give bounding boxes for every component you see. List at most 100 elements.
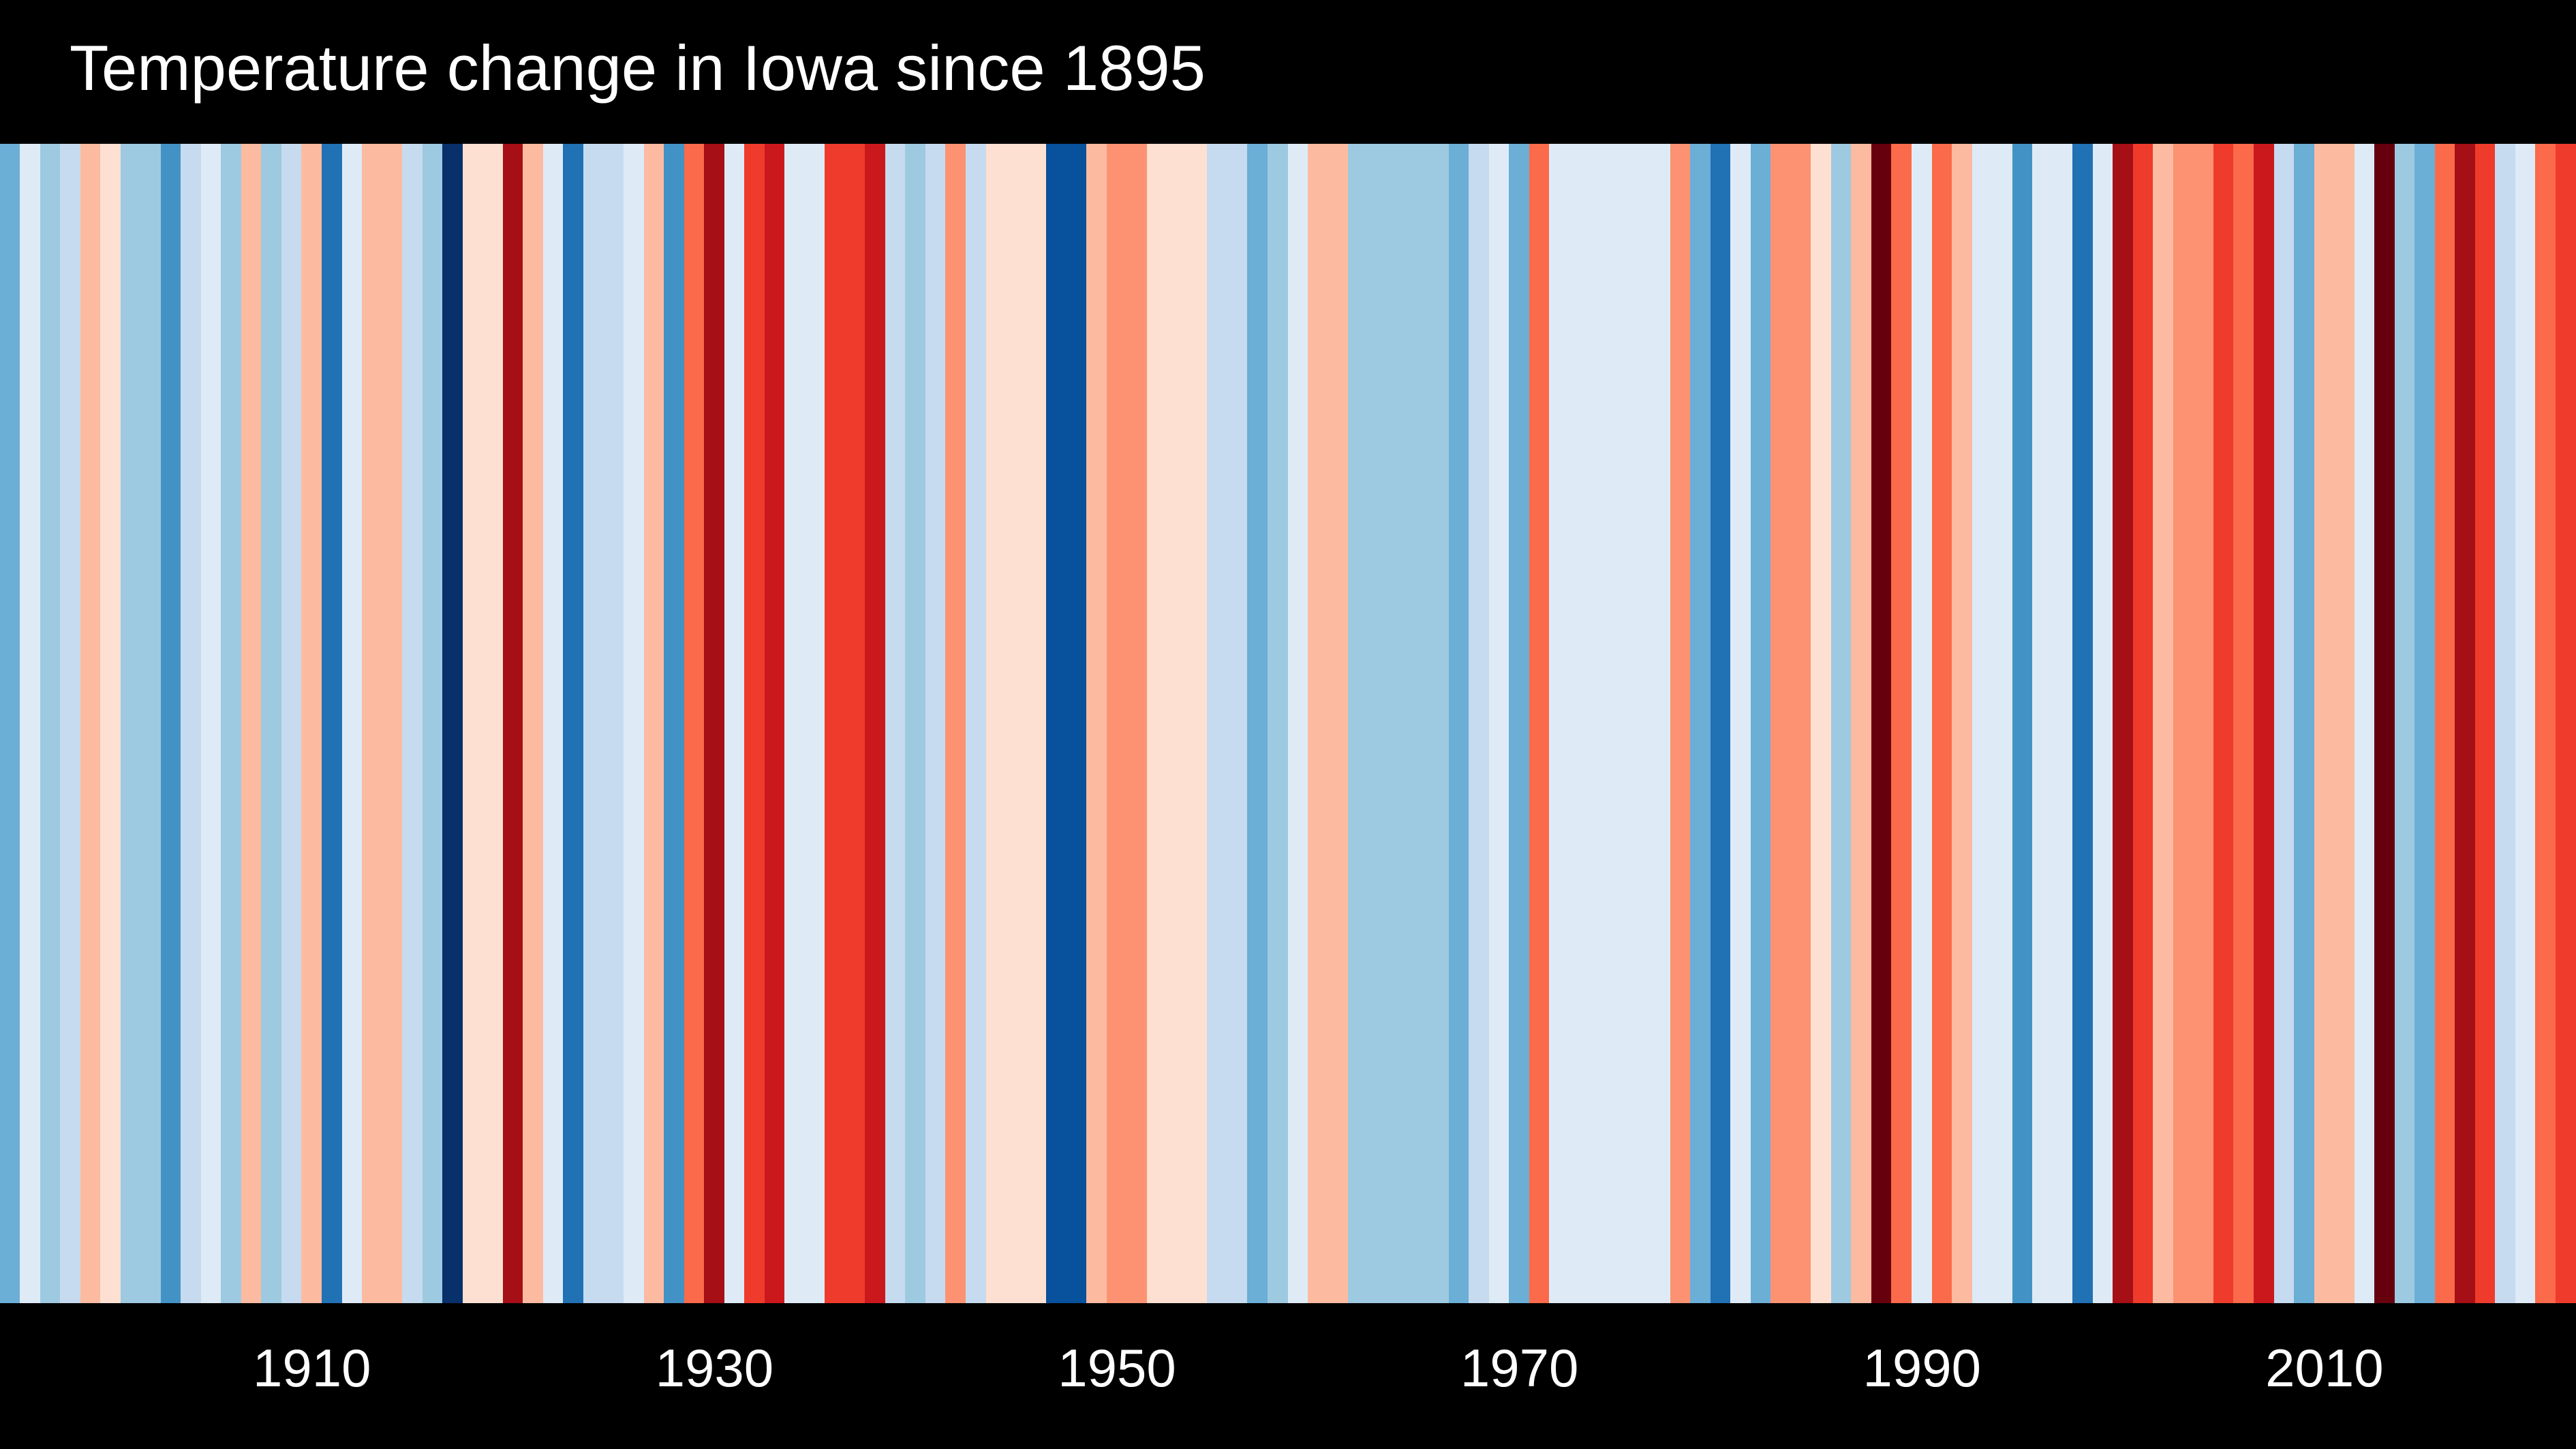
stripe-1985 xyxy=(1811,144,1832,1303)
stripe-1922 xyxy=(543,144,564,1303)
stripe-1999 xyxy=(2093,144,2113,1303)
x-axis: 1910 1930 1950 1970 1990 2010 xyxy=(0,1303,2576,1449)
stripe-1972 xyxy=(1549,144,1570,1303)
stripe-1912 xyxy=(342,144,363,1303)
stripe-1929 xyxy=(684,144,705,1303)
stripe-1968 xyxy=(1469,144,1490,1303)
stripe-1917 xyxy=(442,144,463,1303)
stripe-1969 xyxy=(1489,144,1509,1303)
stripe-1957 xyxy=(1247,144,1268,1303)
stripe-1907 xyxy=(241,144,262,1303)
stripe-1934 xyxy=(784,144,806,1303)
stripe-2010 xyxy=(2314,144,2335,1303)
stripe-1920 xyxy=(503,144,523,1303)
stripe-2008 xyxy=(2274,144,2295,1303)
stripe-1967 xyxy=(1449,144,1469,1303)
stripe-1936 xyxy=(825,144,846,1303)
stripe-2004 xyxy=(2193,144,2214,1303)
stripe-1984 xyxy=(1791,144,1811,1303)
stripe-1946 xyxy=(1026,144,1047,1303)
stripe-1981 xyxy=(1730,144,1751,1303)
stripe-1939 xyxy=(885,144,906,1303)
stripe-2001 xyxy=(2133,144,2153,1303)
stripe-1971 xyxy=(1529,144,1550,1303)
stripe-1987 xyxy=(1851,144,1872,1303)
x-tick-label: 1950 xyxy=(1058,1338,1176,1398)
stripe-1959 xyxy=(1288,144,1308,1303)
x-tick-label: 1990 xyxy=(1862,1338,1981,1398)
stripe-1953 xyxy=(1167,144,1188,1303)
stripe-1904 xyxy=(181,144,202,1303)
x-tick-label: 1970 xyxy=(1460,1338,1579,1398)
stripe-1918 xyxy=(463,144,483,1303)
stripe-1996 xyxy=(2032,144,2053,1303)
stripe-1970 xyxy=(1509,144,1530,1303)
stripe-1928 xyxy=(664,144,685,1303)
stripe-1966 xyxy=(1428,144,1450,1303)
stripe-1943 xyxy=(966,144,987,1303)
stripe-1974 xyxy=(1589,144,1610,1303)
stripe-1926 xyxy=(624,144,645,1303)
stripe-1899 xyxy=(80,144,101,1303)
stripe-1979 xyxy=(1690,144,1711,1303)
stripe-1927 xyxy=(644,144,664,1303)
stripe-1925 xyxy=(603,144,624,1303)
stripe-1898 xyxy=(60,144,81,1303)
stripe-1941 xyxy=(925,144,946,1303)
stripe-1955 xyxy=(1207,144,1228,1303)
x-tick-label: 2010 xyxy=(2265,1338,2384,1398)
stripe-2002 xyxy=(2153,144,2174,1303)
stripe-1948 xyxy=(1067,144,1087,1303)
stripe-2000 xyxy=(2113,144,2134,1303)
stripe-1910 xyxy=(301,144,322,1303)
chart-title: Temperature change in Iowa since 1895 xyxy=(70,32,1206,104)
stripe-1942 xyxy=(945,144,966,1303)
stripe-1961 xyxy=(1328,144,1349,1303)
stripe-1935 xyxy=(805,144,825,1303)
stripe-2014 xyxy=(2395,144,2415,1303)
stripe-2007 xyxy=(2254,144,2275,1303)
stripe-1940 xyxy=(905,144,926,1303)
stripe-1906 xyxy=(221,144,242,1303)
stripe-1945 xyxy=(1006,144,1027,1303)
stripe-1896 xyxy=(20,144,41,1303)
stripe-1954 xyxy=(1187,144,1208,1303)
stripe-2011 xyxy=(2334,144,2355,1303)
stripe-1914 xyxy=(382,144,403,1303)
stripe-1937 xyxy=(845,144,865,1303)
stripe-1903 xyxy=(161,144,181,1303)
stripe-1895 xyxy=(0,144,20,1303)
stripe-1951 xyxy=(1126,144,1148,1303)
warming-stripes xyxy=(0,144,2576,1303)
stripe-1973 xyxy=(1569,144,1590,1303)
stripe-1938 xyxy=(865,144,886,1303)
stripe-1991 xyxy=(1932,144,1952,1303)
stripe-1950 xyxy=(1107,144,1127,1303)
stripe-1923 xyxy=(563,144,584,1303)
stripe-2022 xyxy=(2556,144,2576,1303)
stripe-1944 xyxy=(986,144,1007,1303)
stripe-1949 xyxy=(1086,144,1107,1303)
stripe-1978 xyxy=(1670,144,1691,1303)
stripe-1916 xyxy=(423,144,443,1303)
stripe-1947 xyxy=(1046,144,1067,1303)
stripe-1952 xyxy=(1147,144,1167,1303)
stripe-1989 xyxy=(1891,144,1912,1303)
stripe-2012 xyxy=(2355,144,2375,1303)
stripe-1977 xyxy=(1650,144,1671,1303)
stripe-1897 xyxy=(40,144,61,1303)
stripe-1933 xyxy=(765,144,785,1303)
stripe-1963 xyxy=(1368,144,1389,1303)
stripe-1902 xyxy=(140,144,162,1303)
stripe-1913 xyxy=(362,144,383,1303)
stripe-1909 xyxy=(281,144,302,1303)
stripe-1990 xyxy=(1912,144,1933,1303)
stripe-1962 xyxy=(1348,144,1369,1303)
stripe-1921 xyxy=(523,144,544,1303)
stripe-1905 xyxy=(201,144,221,1303)
stripe-1956 xyxy=(1227,144,1248,1303)
stripe-1997 xyxy=(2053,144,2073,1303)
stripe-1924 xyxy=(583,144,604,1303)
stripe-1982 xyxy=(1751,144,1771,1303)
stripe-1960 xyxy=(1308,144,1329,1303)
